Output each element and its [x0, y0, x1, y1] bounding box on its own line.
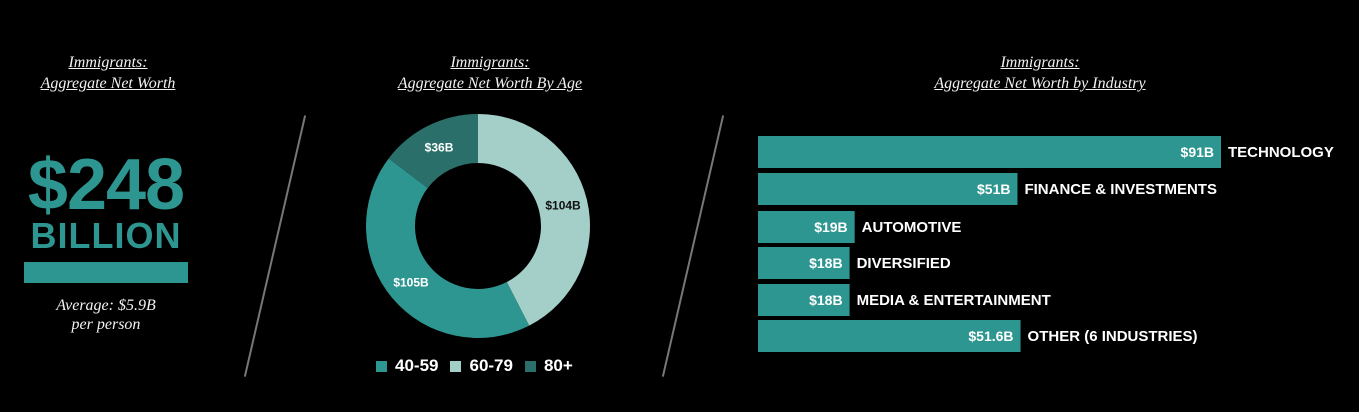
panel3-title-line2: Aggregate Net Worth by Industry [934, 75, 1146, 92]
legend-item-60-79: 60-79 [450, 356, 513, 376]
bar-value-label-4: $18B [809, 292, 842, 308]
bar-category-label-2: AUTOMOTIVE [862, 219, 962, 236]
panel3-title-line1: Immigrants: [1000, 54, 1080, 71]
legend-swatch-80-plus [524, 360, 536, 372]
age-donut-chart: $104B $105B $36B [365, 114, 590, 339]
bar-category-label-0: TECHNOLOGY [1228, 144, 1334, 161]
panel2-title-line2: Aggregate Net Worth By Age [397, 75, 583, 92]
bar-value-label-0: $91B [1181, 144, 1214, 160]
legend-swatch-60-79 [450, 360, 462, 372]
bar-4 [758, 284, 850, 316]
age-legend: 40-59 60-79 80+ [376, 356, 585, 376]
panel1-title-line2: Aggregate Net Worth [40, 75, 176, 92]
bar-category-label-4: MEDIA & ENTERTAINMENT [857, 292, 1051, 309]
bar-value-label-1: $51B [977, 181, 1010, 197]
panel3-title: Immigrants: Aggregate Net Worth by Indus… [900, 52, 1180, 94]
average-line1: Average: $5.9B [56, 297, 156, 314]
total-net-worth-bar [24, 262, 188, 283]
bar-category-label-3: DIVERSIFIED [857, 255, 951, 272]
divider-left [243, 115, 306, 377]
slice-80-plus [388, 114, 478, 188]
panel2-title: Immigrants: Aggregate Net Worth By Age [370, 52, 610, 94]
bar-3 [758, 247, 850, 279]
bar-2 [758, 211, 855, 243]
legend-swatch-40-59 [376, 360, 387, 372]
bar-0 [758, 136, 1221, 168]
legend-item-80-plus: 80+ [524, 356, 573, 376]
slice-60-79 [478, 114, 590, 326]
divider-right [661, 115, 724, 377]
panel2-title-line1: Immigrants: [450, 54, 530, 71]
label-80-plus: $36B [425, 141, 454, 155]
average-line2: per person [71, 316, 141, 333]
bar-value-label-5: $51.6B [968, 328, 1013, 344]
legend-label-80-plus: 80+ [543, 356, 573, 375]
legend-label-60-79: 60-79 [469, 356, 513, 375]
panel1-title: Immigrants: Aggregate Net Worth [18, 52, 198, 94]
bar-value-label-2: $19B [814, 219, 847, 235]
bar-5 [758, 320, 1021, 352]
total-net-worth-value: $248 [27, 145, 185, 225]
panel1-title-line1: Immigrants: [68, 54, 148, 71]
total-net-worth-unit: BILLION [30, 215, 182, 256]
bar-value-label-3: $18B [809, 255, 842, 271]
average-per-person: Average: $5.9B per person [22, 296, 190, 334]
legend-item-40-59: 40-59 [376, 356, 438, 376]
slice-40-59 [365, 158, 530, 339]
legend-label-40-59: 40-59 [395, 356, 439, 375]
label-60-79: $104B [545, 198, 581, 212]
label-40-59: $105B [393, 275, 429, 289]
bar-category-label-5: OTHER (6 INDUSTRIES) [1028, 328, 1198, 345]
bar-1 [758, 173, 1018, 205]
bar-category-label-1: FINANCE & INVESTMENTS [1024, 181, 1217, 198]
